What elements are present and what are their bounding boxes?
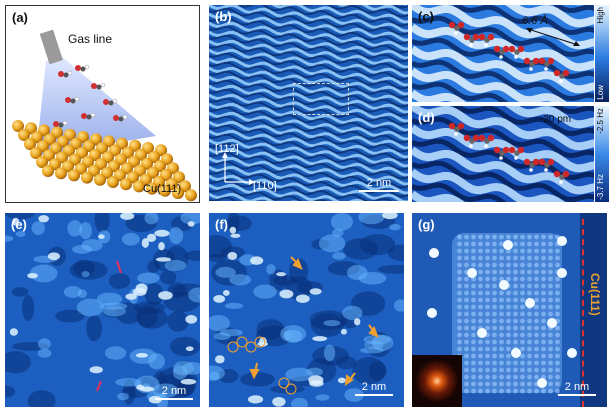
distance-arrow bbox=[526, 28, 580, 46]
cu-boundary-line bbox=[582, 219, 584, 407]
gas-line-label: Gas line bbox=[68, 32, 113, 46]
scale-bar-e: 2 nm bbox=[155, 385, 193, 400]
panel-c-label: (c) bbox=[418, 9, 434, 24]
substrate-surface bbox=[12, 120, 197, 202]
stm-image-b bbox=[209, 5, 408, 201]
panel-d: (d) -20 pm bbox=[412, 106, 594, 202]
scale-bar-b: 2 nm bbox=[359, 177, 399, 192]
gas-molecules bbox=[53, 64, 128, 128]
panel-g-label: (g) bbox=[418, 217, 435, 232]
panel-g: (g) Cu(111) 2 nm bbox=[412, 213, 607, 407]
panel-f: (f) 2 nm bbox=[209, 213, 404, 407]
zoom-region-box bbox=[293, 83, 349, 115]
substrate-label-g: Cu(111) bbox=[588, 273, 602, 316]
red-marker-arrows bbox=[96, 260, 122, 392]
direction-112-label: [112] bbox=[215, 143, 239, 155]
panel-e-label: (e) bbox=[11, 217, 27, 232]
afm-image-d bbox=[412, 106, 594, 202]
panel-b-label: (b) bbox=[215, 9, 232, 24]
panel-a-label: (a) bbox=[12, 10, 28, 25]
orange-arrows-and-rings bbox=[227, 256, 379, 395]
colorbar-d-high: -2.5 Hz bbox=[596, 108, 605, 134]
scale-bar-f: 2 nm bbox=[355, 381, 393, 396]
colorbar-d: -2.5 Hz -3.7 Hz bbox=[595, 106, 609, 202]
distance-label: 6.6 Å bbox=[522, 15, 548, 27]
stm-image-e bbox=[5, 213, 200, 407]
crystal-direction-arrows bbox=[222, 152, 255, 185]
panel-e: (e) 2 nm bbox=[5, 213, 200, 407]
scale-bar-g-text: 2 nm bbox=[564, 381, 590, 393]
stm-image-f bbox=[209, 213, 404, 407]
panel-d-label: (d) bbox=[418, 110, 435, 125]
scale-bar-b-text: 2 nm bbox=[366, 177, 392, 189]
substrate-label-a: Cu(111) bbox=[143, 183, 182, 195]
z-offset-label: -20 pm bbox=[540, 114, 572, 125]
panel-a: (a) Gas line Cu(111) bbox=[5, 5, 200, 203]
gas-dosing-schematic bbox=[12, 29, 197, 202]
colorbar-c-low: Low bbox=[596, 85, 605, 100]
colorbar-c-high: High bbox=[596, 7, 605, 24]
scale-bar-f-text: 2 nm bbox=[361, 381, 387, 393]
panel-f-label: (f) bbox=[215, 217, 228, 232]
fft-inset bbox=[412, 355, 462, 407]
colorbar-d-low: -3.7 Hz bbox=[596, 174, 605, 200]
direction-110-label: [110] bbox=[253, 180, 277, 192]
scale-bar-g: 2 nm bbox=[558, 381, 596, 396]
panel-c: (c) 6.6 Å bbox=[412, 5, 594, 102]
gas-nozzle bbox=[39, 29, 63, 65]
colorbar-c: High Low bbox=[595, 5, 609, 102]
stm-image-c bbox=[412, 5, 594, 102]
panel-b: (b) [112] [110] 2 nm bbox=[209, 5, 408, 201]
scale-bar-e-text: 2 nm bbox=[161, 385, 187, 397]
